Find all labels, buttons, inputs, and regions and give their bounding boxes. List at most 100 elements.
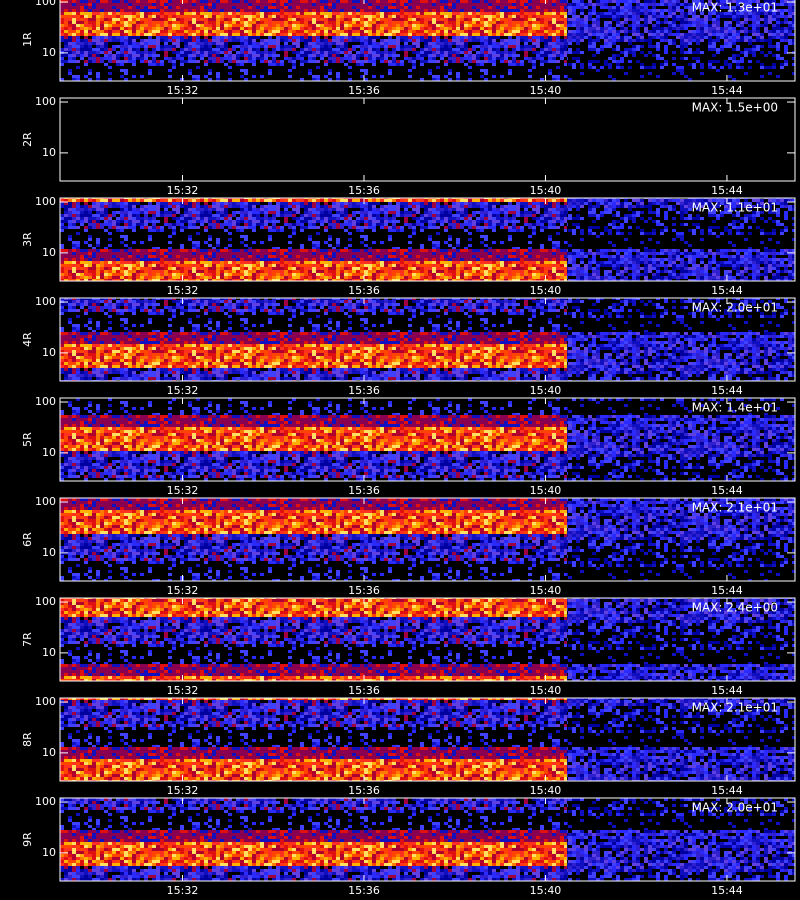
annotation: MAX: 1.3e+01 (692, 1, 778, 15)
x-tick-label: 15:36 (348, 584, 380, 597)
panel: 10 100 15:32 15:36 15:40 15:44 7R MAX: 2.4e+00 (21, 595, 796, 697)
heatmap-right (567, 698, 795, 781)
heatmap-left (60, 398, 568, 481)
x-tick-label: 15:40 (530, 84, 562, 97)
plot-frame (59, 797, 796, 882)
plot-frame (59, 397, 796, 482)
panel: 10 100 15:32 15:36 15:40 15:44 9R MAX: 2.0e+01 (21, 795, 796, 897)
y-tick-label: 100 (35, 95, 56, 108)
y-axis-label: 7R (21, 632, 34, 647)
annotation: MAX: 2.0e+01 (692, 301, 778, 315)
plot-frame (59, 0, 796, 82)
x-tick-label: 15:44 (711, 884, 743, 897)
x-tick-label: 15:36 (348, 684, 380, 697)
x-tick-label: 15:44 (711, 684, 743, 697)
heatmap-left (60, 498, 568, 581)
x-tick-label: 15:32 (167, 784, 199, 797)
x-tick-label: 15:32 (167, 584, 199, 597)
heatmap-left (60, 698, 568, 781)
x-tick-label: 15:36 (348, 284, 380, 297)
y-axis-label: 3R (21, 232, 34, 247)
heatmap-right (567, 198, 795, 281)
plot-frame (59, 697, 796, 782)
x-tick-label: 15:40 (530, 284, 562, 297)
heatmap-right (567, 798, 795, 881)
y-axis-label: 8R (21, 732, 34, 747)
y-tick-label: 10 (42, 46, 56, 59)
x-tick-label: 15:44 (711, 584, 743, 597)
y-tick-label: 10 (42, 246, 56, 259)
x-tick-label: 15:32 (167, 684, 199, 697)
x-tick-label: 15:44 (711, 284, 743, 297)
x-tick-label: 15:36 (348, 784, 380, 797)
y-tick-label: 10 (42, 146, 56, 159)
panel: 10 100 15:32 15:36 15:40 15:44 4R MAX: 2.0e+01 (21, 295, 796, 397)
annotation: MAX: 1.4e+01 (692, 401, 778, 415)
panel: 10 100 15:32 15:36 15:40 15:44 1R MAX: 1.3e+01 (21, 0, 796, 97)
annotation: MAX: 1.1e+01 (692, 201, 778, 215)
annotation: MAX: 2.0e+01 (692, 801, 778, 815)
panel: 10 100 15:32 15:36 15:40 15:44 3R MAX: 1.1e+01 (21, 195, 796, 297)
x-tick-label: 15:44 (711, 384, 743, 397)
x-tick-label: 15:32 (167, 284, 199, 297)
x-tick-label: 15:32 (167, 384, 199, 397)
x-tick-label: 15:40 (530, 184, 562, 197)
y-tick-label: 100 (35, 395, 56, 408)
x-tick-label: 15:36 (348, 184, 380, 197)
x-tick-label: 15:44 (711, 84, 743, 97)
x-tick-label: 15:32 (167, 884, 199, 897)
x-tick-label: 15:40 (530, 484, 562, 497)
x-tick-label: 15:44 (711, 184, 743, 197)
heatmap-left (60, 798, 568, 881)
y-axis-label: 6R (21, 532, 34, 547)
plot-frame (59, 297, 796, 382)
y-axis-label: 9R (21, 832, 34, 847)
x-tick-label: 15:32 (167, 484, 199, 497)
x-tick-label: 15:40 (530, 684, 562, 697)
heatmap-left (60, 298, 568, 381)
y-tick-label: 10 (42, 446, 56, 459)
heatmap-left (60, 598, 568, 681)
x-tick-label: 15:36 (348, 384, 380, 397)
annotation: MAX: 1.5e+00 (692, 101, 778, 115)
y-tick-label: 10 (42, 746, 56, 759)
heatmap-right (567, 498, 795, 581)
annotation: MAX: 2.1e+01 (692, 701, 778, 715)
x-tick-label: 15:40 (530, 384, 562, 397)
y-tick-label: 10 (42, 646, 56, 659)
heatmap-left (60, 198, 568, 281)
heatmap-right (567, 598, 795, 681)
plot-frame (59, 497, 796, 582)
y-tick-label: 10 (42, 546, 56, 559)
y-tick-label: 100 (35, 495, 56, 508)
x-tick-label: 15:32 (167, 84, 199, 97)
x-tick-label: 15:32 (167, 184, 199, 197)
y-tick-label: 10 (42, 346, 56, 359)
y-axis-label: 4R (21, 332, 34, 347)
x-tick-label: 15:36 (348, 484, 380, 497)
annotation: MAX: 2.1e+01 (692, 501, 778, 515)
panel: 10 100 15:32 15:36 15:40 15:44 8R MAX: 2.1e+01 (21, 695, 796, 797)
x-tick-label: 15:44 (711, 484, 743, 497)
y-tick-label: 100 (35, 695, 56, 708)
heatmap-right (567, 0, 795, 81)
x-tick-label: 15:40 (530, 584, 562, 597)
y-tick-label: 100 (35, 0, 56, 8)
x-tick-label: 15:40 (530, 884, 562, 897)
x-tick-label: 15:44 (711, 784, 743, 797)
heatmap-right (567, 398, 795, 481)
x-tick-label: 15:36 (348, 884, 380, 897)
annotation: MAX: 2.4e+00 (692, 601, 778, 615)
x-tick-label: 15:36 (348, 84, 380, 97)
plot-frame (59, 97, 796, 182)
y-tick-label: 100 (35, 595, 56, 608)
plot-frame (59, 197, 796, 282)
heatmap-left (60, 0, 568, 81)
y-axis-label: 5R (21, 432, 34, 447)
heatmap-right (567, 298, 795, 381)
panel: 10 100 15:32 15:36 15:40 15:44 6R MAX: 2.1e+01 (21, 495, 796, 597)
panel: 10 100 15:32 15:36 15:40 15:44 2R MAX: 1.5e+00 (21, 95, 796, 197)
y-tick-label: 100 (35, 195, 56, 208)
